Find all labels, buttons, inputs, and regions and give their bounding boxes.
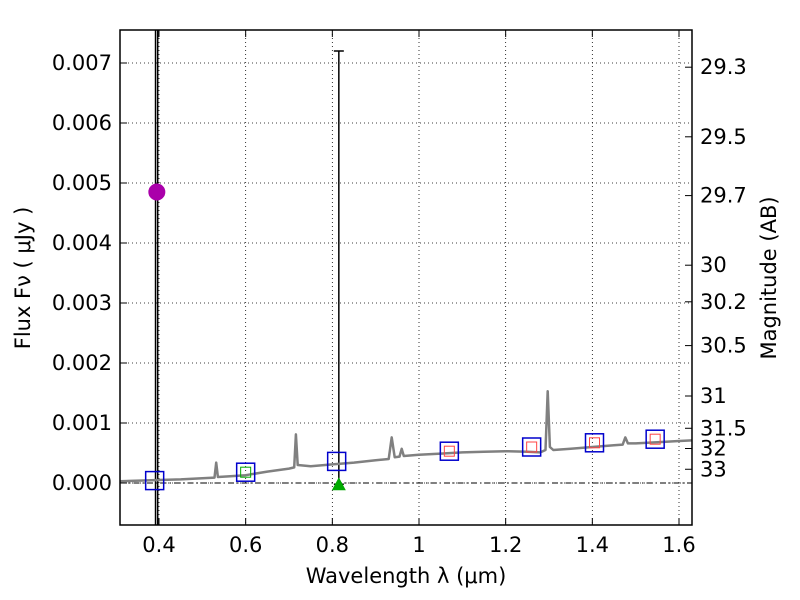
photometry-box xyxy=(521,437,542,457)
spectrum-line xyxy=(119,389,693,483)
magnitude-tick-label: 31.5 xyxy=(700,416,747,440)
x-tick-label: 0.6 xyxy=(229,533,262,557)
y-tick-label: 0.004 xyxy=(52,231,112,255)
model-flux-marker xyxy=(649,433,661,445)
y-tick-label: 0.006 xyxy=(52,111,112,135)
y-axis-title: Flux Fν ( μJy ) xyxy=(11,207,35,350)
magnitude-tick-label: 31 xyxy=(700,384,727,408)
photometry-box xyxy=(645,429,665,449)
y-tick-label: 0.002 xyxy=(52,351,112,375)
magnitude-tick-label: 30.2 xyxy=(700,290,747,314)
model-flux-marker xyxy=(589,437,600,449)
magnitude-tick-label: 29.7 xyxy=(700,184,747,208)
y-tick-label: 0.000 xyxy=(52,471,112,495)
detection-point xyxy=(148,183,166,201)
model-flux-marker xyxy=(240,466,252,478)
x-tick-label: 1.6 xyxy=(662,533,695,557)
x-axis-title: Wavelength λ (μm) xyxy=(306,564,507,588)
y-tick-label: 0.007 xyxy=(52,51,112,75)
x-tick-label: 1 xyxy=(412,533,425,557)
photometry-box xyxy=(439,441,460,461)
y-tick-label: 0.003 xyxy=(52,291,112,315)
photometry-box xyxy=(326,451,347,472)
photometry-box xyxy=(235,462,256,482)
plot-frame xyxy=(119,29,693,526)
magnitude-tick-label: 32 xyxy=(700,437,727,461)
series-layer xyxy=(119,30,693,525)
y-tick-label: 0.001 xyxy=(52,411,112,435)
y-tick-label: 0.005 xyxy=(52,171,112,195)
x-tick-label: 0.8 xyxy=(316,533,349,557)
photometry-box xyxy=(584,433,605,453)
magnitude-tick-label: 29.5 xyxy=(700,125,747,149)
magnitude-tick-label: 33 xyxy=(700,457,727,481)
y-axis-flux: 0.000 0.001 0.002 0.003 0.004 0.005 0.006 0.007 xyxy=(52,51,127,495)
magnitude-tick-label: 30 xyxy=(700,253,727,277)
x-axis: 0.4 0.6 0.8 1 1.2 1.4 1.6 xyxy=(142,30,696,557)
y2-axis-title: Magnitude (AB) xyxy=(757,196,781,359)
model-flux-marker xyxy=(443,445,455,457)
model-flux-marker xyxy=(526,441,538,453)
x-tick-label: 0.4 xyxy=(142,533,175,557)
x-tick-label: 1.4 xyxy=(576,533,609,557)
magnitude-tick-label: 30.5 xyxy=(700,334,747,358)
magnitude-tick-label: 29.3 xyxy=(700,55,747,79)
x-tick-label: 1.2 xyxy=(489,533,522,557)
upper-limit-marker xyxy=(331,477,346,491)
photometry-box xyxy=(144,470,165,491)
